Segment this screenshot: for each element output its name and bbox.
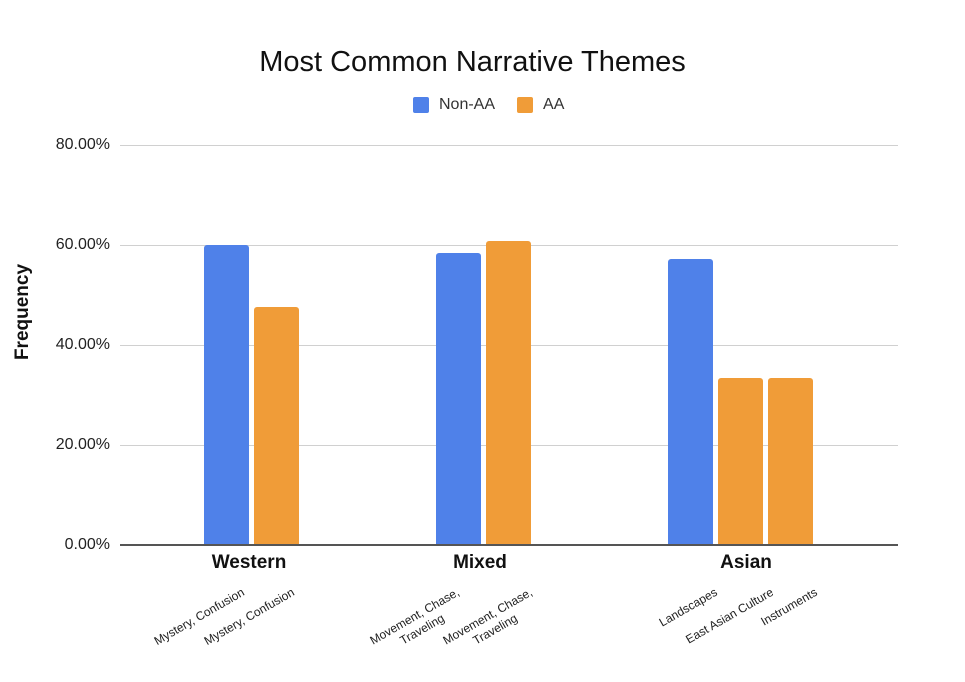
legend: Non-AA AA	[413, 96, 586, 114]
legend-item-non-aa[interactable]: Non-AA	[413, 96, 495, 114]
bar-asian-non-aa-landscapes[interactable]	[668, 259, 713, 545]
y-tick-40: 40.00%	[55, 336, 110, 353]
y-tick-0: 0.00%	[64, 536, 110, 553]
sublabel-western-aa: Mystery, Confusion	[201, 585, 297, 649]
legend-swatch-non-aa	[413, 97, 429, 113]
y-tick-20: 20.00%	[55, 436, 110, 453]
bar-mixed-non-aa[interactable]	[436, 253, 481, 545]
x-axis-line	[120, 544, 898, 546]
legend-label-aa: AA	[543, 96, 565, 113]
gridline-80	[120, 145, 898, 146]
category-western: Western	[211, 552, 287, 573]
bar-mixed-aa[interactable]	[486, 241, 531, 545]
y-tick-80: 80.00%	[55, 136, 110, 153]
bar-western-non-aa[interactable]	[204, 245, 249, 545]
bar-asian-aa-instruments[interactable]	[768, 378, 813, 545]
legend-label-non-aa: Non-AA	[439, 96, 496, 113]
chart-title: Most Common Narrative Themes	[259, 46, 686, 78]
legend-item-aa[interactable]: AA	[517, 96, 564, 114]
category-asian: Asian	[720, 552, 772, 573]
category-mixed: Mixed	[453, 552, 507, 573]
y-tick-60: 60.00%	[55, 236, 110, 253]
bar-western-aa[interactable]	[254, 307, 299, 545]
bar-asian-aa-east-asian-culture[interactable]	[718, 378, 763, 545]
legend-swatch-aa	[517, 97, 534, 113]
